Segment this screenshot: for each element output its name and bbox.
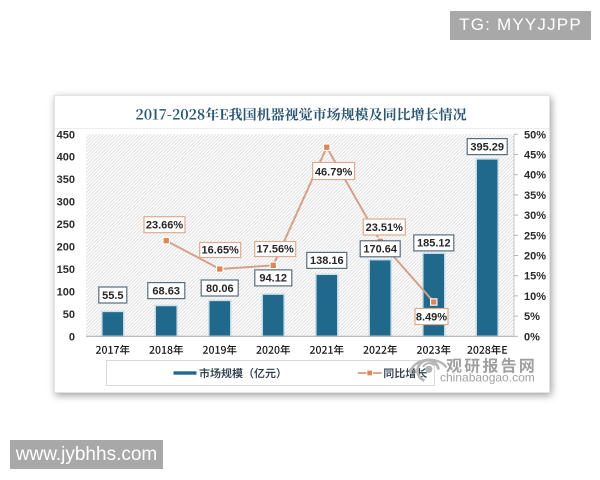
svg-text:138.16: 138.16 [310,255,344,267]
svg-text:0%: 0% [524,331,540,343]
svg-text:25%: 25% [524,230,546,242]
svg-text:100: 100 [57,286,75,298]
svg-text:45%: 45% [524,150,546,162]
svg-text:40%: 40% [524,170,546,182]
svg-text:46.79%: 46.79% [315,166,353,178]
svg-text:185.12: 185.12 [417,238,451,250]
svg-text:0: 0 [69,331,75,343]
svg-text:450: 450 [57,129,75,141]
svg-text:94.12: 94.12 [259,273,287,285]
svg-text:16.65%: 16.65% [202,244,240,256]
svg-text:23.66%: 23.66% [146,220,184,232]
svg-text:170.64: 170.64 [363,244,398,256]
svg-text:20%: 20% [524,251,546,263]
svg-text:23.51%: 23.51% [366,222,404,234]
svg-text:400: 400 [57,152,75,164]
svg-text:250: 250 [57,219,75,231]
svg-text:80.06: 80.06 [206,283,234,295]
svg-text:50%: 50% [524,129,546,141]
svg-text:68.63: 68.63 [152,285,180,297]
svg-text:35%: 35% [524,190,546,202]
svg-text:5%: 5% [524,311,540,323]
svg-text:50: 50 [63,309,75,321]
svg-text:200: 200 [57,242,75,254]
svg-text:350: 350 [57,174,75,186]
svg-text:17.56%: 17.56% [257,243,295,255]
svg-text:10%: 10% [524,291,546,303]
svg-text:8.49%: 8.49% [416,311,447,323]
svg-text:150: 150 [57,264,75,276]
svg-text:55.5: 55.5 [102,290,123,302]
svg-text:395.29: 395.29 [470,141,504,153]
svg-text:30%: 30% [524,210,546,222]
svg-text:chinabaogao.com: chinabaogao.com [440,371,535,385]
svg-text:300: 300 [57,197,75,209]
svg-text:15%: 15% [524,271,546,283]
